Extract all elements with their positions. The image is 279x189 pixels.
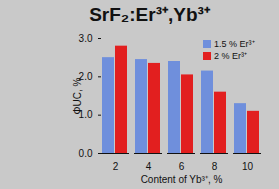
svg-text:ΦUC, %: ΦUC, % [72,77,83,114]
svg-text:8: 8 [212,161,218,172]
svg-text:2: 2 [113,161,119,172]
svg-text:1.0: 1.0 [78,109,93,121]
html-text:SrF₂:Er³⁺,Yb³⁺: SrF₂:Er³⁺,Yb³⁺ [89,4,210,25]
svg-text:Content of Yb³⁺, %: Content of Yb³⁺, % [141,174,223,185]
svg-text:10: 10 [242,161,254,172]
svg-text:3.0: 3.0 [79,33,93,44]
svg-text:2.0: 2.0 [78,71,93,82]
svg-text:0.0: 0.0 [79,148,93,159]
html-text:1.5 % Er³⁺: 1.5 % Er³⁺ [214,39,255,49]
svg-text:6: 6 [179,161,185,172]
svg-text:4: 4 [146,161,152,172]
html-text:2 % Er³⁺: 2 % Er³⁺ [214,51,247,61]
